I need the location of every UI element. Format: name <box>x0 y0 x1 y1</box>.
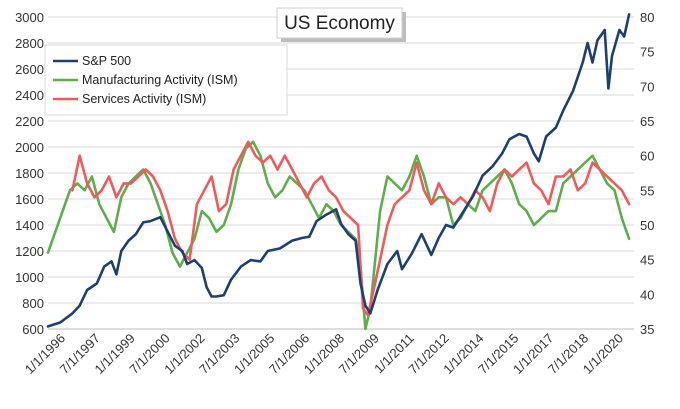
y-right-tick-label: 45 <box>640 253 654 268</box>
y-right-tick-label: 75 <box>640 45 654 60</box>
y-right-tick-label: 35 <box>640 322 654 337</box>
y-left-tick-label: 800 <box>22 296 44 311</box>
title-box <box>276 7 403 39</box>
y-left-tick-label: 2000 <box>15 140 44 155</box>
series-line-2 <box>71 140 631 317</box>
gridlines <box>48 16 634 330</box>
y-right-tick-label: 40 <box>640 287 654 302</box>
y-right-tick-label: 60 <box>640 149 654 164</box>
y-left-tick-label: 2400 <box>15 88 44 103</box>
chart-title-box: US Economy <box>276 7 406 42</box>
y-left-tick-label: 2800 <box>15 36 44 51</box>
left-axis-tick-labels: 600 800 1000 1200 1400 1600 1800 2000 2200 2400 26… <box>15 10 44 337</box>
y-left-tick-label: 1800 <box>15 166 44 181</box>
y-left-tick-label: 2200 <box>15 114 44 129</box>
legend-label-sp500: S&P 500 <box>82 54 131 68</box>
y-left-tick-label: 1000 <box>15 270 44 285</box>
y-right-tick-label: 50 <box>640 218 654 233</box>
y-right-tick-label: 65 <box>640 114 654 129</box>
y-left-tick-label: 3000 <box>15 10 44 25</box>
y-left-tick-label: 1400 <box>15 218 44 233</box>
y-left-tick-label: 1600 <box>15 192 44 207</box>
y-right-tick-label: 55 <box>640 183 654 198</box>
chart-title: US Economy <box>284 13 395 34</box>
y-left-tick-label: 600 <box>22 322 44 337</box>
y-right-tick-label: 80 <box>640 10 654 25</box>
legend-box <box>44 44 288 116</box>
right-axis-tick-labels: 35 40 45 50 55 60 65 70 75 80 <box>640 10 654 337</box>
y-right-tick-label: 70 <box>640 79 654 94</box>
legend-label-manufacturing: Manufacturing Activity (ISM) <box>82 73 238 87</box>
y-left-tick-label: 2600 <box>15 62 44 77</box>
legend: S&P 500 Manufacturing Activity (ISM) Ser… <box>44 44 288 116</box>
y-left-tick-label: 1200 <box>15 244 44 259</box>
legend-label-services: Services Activity (ISM) <box>82 92 206 106</box>
series-line-0 <box>46 13 631 328</box>
series-lines <box>46 13 631 331</box>
